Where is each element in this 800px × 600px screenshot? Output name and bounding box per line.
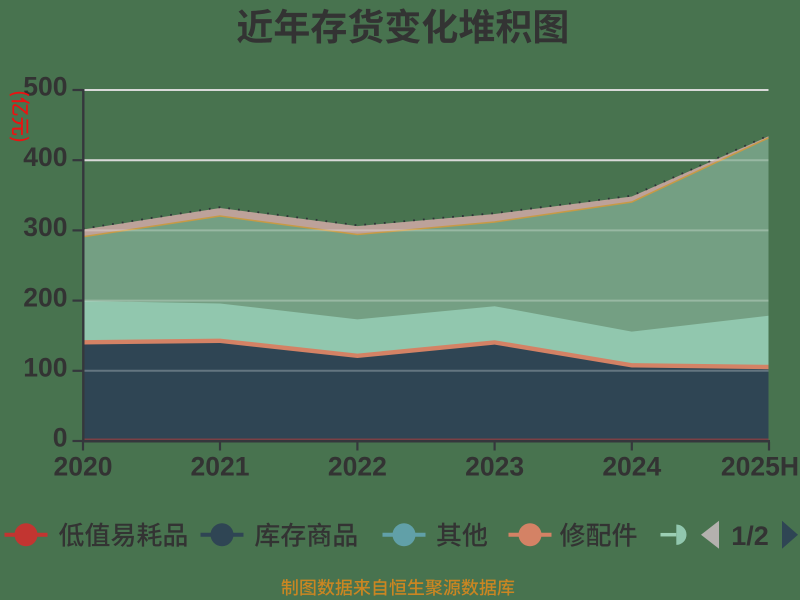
svg-text:200: 200 — [23, 282, 67, 312]
svg-text:2023: 2023 — [465, 451, 524, 481]
svg-text:300: 300 — [23, 212, 67, 242]
svg-text:2020: 2020 — [54, 451, 113, 481]
svg-text:2021: 2021 — [191, 451, 250, 481]
svg-text:100: 100 — [23, 353, 67, 383]
svg-text:500: 500 — [23, 72, 67, 102]
svg-text:2025H: 2025H — [721, 451, 799, 481]
svg-text:1/2: 1/2 — [731, 521, 769, 551]
svg-text:2024: 2024 — [602, 451, 661, 481]
svg-text:400: 400 — [23, 142, 67, 172]
svg-text:0: 0 — [53, 423, 68, 453]
svg-text:2022: 2022 — [328, 451, 387, 481]
